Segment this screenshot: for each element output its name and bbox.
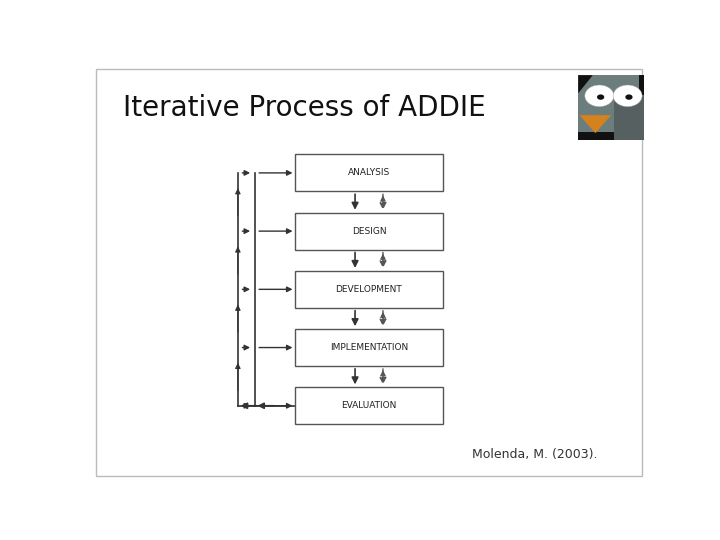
Circle shape [585, 85, 614, 106]
Text: DEVELOPMENT: DEVELOPMENT [336, 285, 402, 294]
FancyBboxPatch shape [614, 94, 644, 140]
Polygon shape [580, 115, 611, 133]
Circle shape [597, 94, 604, 100]
FancyBboxPatch shape [295, 154, 443, 191]
Text: EVALUATION: EVALUATION [341, 401, 397, 410]
FancyBboxPatch shape [295, 213, 443, 249]
Text: Iterative Process of ADDIE: Iterative Process of ADDIE [124, 94, 486, 123]
Text: ANALYSIS: ANALYSIS [348, 168, 390, 178]
Polygon shape [578, 75, 593, 93]
FancyBboxPatch shape [578, 75, 644, 140]
Text: Molenda, M. (2003).: Molenda, M. (2003). [472, 448, 598, 461]
Text: DESIGN: DESIGN [351, 227, 387, 235]
FancyBboxPatch shape [295, 329, 443, 366]
FancyBboxPatch shape [295, 271, 443, 308]
Text: IMPLEMENTATION: IMPLEMENTATION [330, 343, 408, 352]
Circle shape [626, 94, 633, 100]
FancyBboxPatch shape [295, 387, 443, 424]
Circle shape [613, 85, 642, 106]
FancyBboxPatch shape [578, 75, 639, 132]
